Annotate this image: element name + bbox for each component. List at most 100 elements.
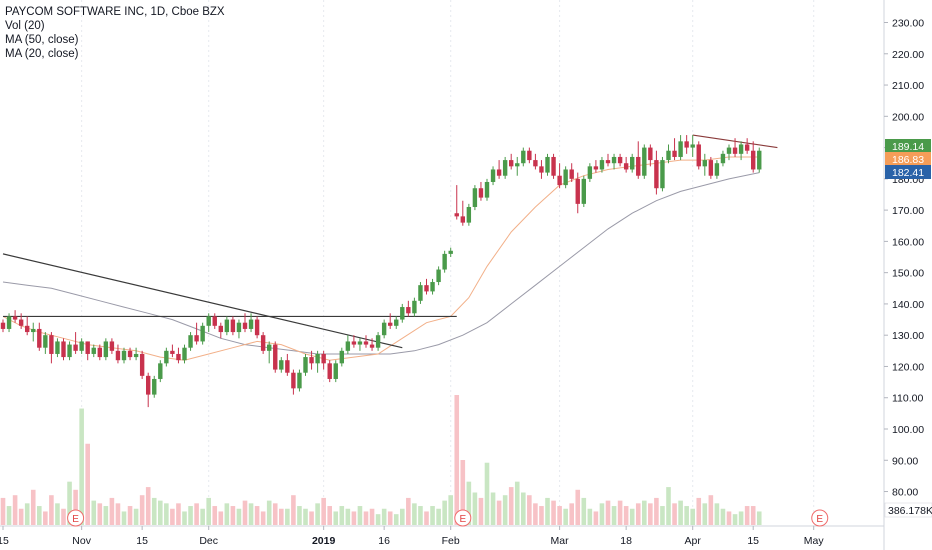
volume-bar bbox=[672, 503, 677, 525]
volume-bar bbox=[272, 503, 278, 525]
candle-body bbox=[97, 347, 102, 358]
candle-up bbox=[381, 319, 387, 339]
candle-up bbox=[436, 266, 441, 286]
volume-bar bbox=[61, 508, 66, 525]
volume-bar bbox=[533, 503, 538, 525]
volume-bar bbox=[744, 506, 750, 525]
candle-body bbox=[67, 344, 72, 358]
candle-up bbox=[164, 347, 169, 367]
volume-bar bbox=[629, 508, 635, 525]
volume-bar bbox=[400, 508, 405, 525]
volume-bar bbox=[635, 503, 641, 525]
candle-down bbox=[424, 278, 429, 295]
candle-body bbox=[37, 328, 42, 348]
price-axis[interactable]: 230.00220.00210.00200.00190.00180.00170.… bbox=[883, 0, 924, 550]
candle-body bbox=[672, 150, 677, 157]
time-tick-label: 15 bbox=[747, 535, 759, 547]
candle-body bbox=[460, 216, 465, 223]
candle-down bbox=[406, 300, 411, 317]
volume-bar bbox=[182, 511, 187, 525]
candle-down bbox=[327, 360, 332, 383]
candle-up bbox=[67, 341, 72, 361]
volume-bar bbox=[103, 506, 109, 525]
candle-down bbox=[593, 160, 599, 173]
candle-up bbox=[345, 335, 351, 354]
candle-body bbox=[260, 335, 266, 351]
volume-bar bbox=[49, 495, 54, 525]
volume-bar bbox=[285, 508, 290, 525]
candle-body bbox=[248, 319, 254, 329]
candle-up bbox=[121, 347, 127, 364]
volume-bar bbox=[97, 503, 103, 525]
grid bbox=[81, 0, 815, 526]
price-tick-label: 230.00 bbox=[892, 18, 924, 30]
candle-up bbox=[91, 344, 96, 358]
candle-up bbox=[599, 156, 605, 173]
earnings-marker[interactable]: E bbox=[67, 509, 85, 527]
price-tick-label: 220.00 bbox=[892, 49, 924, 61]
volume-bar bbox=[642, 500, 647, 525]
candle-body bbox=[533, 160, 538, 167]
candle-body bbox=[188, 335, 193, 348]
candle-up bbox=[714, 160, 720, 179]
volume-bars bbox=[0, 395, 762, 525]
candle-up bbox=[152, 375, 157, 398]
earnings-label: E bbox=[72, 514, 79, 525]
volume-bar bbox=[684, 506, 689, 525]
ma20-price-label-bg bbox=[885, 152, 931, 166]
candle-down bbox=[672, 138, 677, 161]
candle-body bbox=[751, 150, 756, 170]
time-axis[interactable]: 15 Nov 15 Dec 2019 16 Feb Mar 18 Apr 15 May E E E bbox=[0, 509, 884, 547]
earnings-marker[interactable]: E bbox=[811, 509, 829, 527]
candle-up bbox=[690, 135, 695, 157]
candle-body bbox=[206, 316, 211, 326]
candle-down bbox=[732, 138, 738, 157]
volume-bar bbox=[557, 506, 562, 525]
candle-up bbox=[472, 185, 478, 211]
candle-down bbox=[527, 147, 532, 164]
candle-body bbox=[285, 360, 290, 373]
candle-body bbox=[109, 341, 115, 351]
earnings-label: E bbox=[816, 514, 823, 525]
candle-up bbox=[418, 282, 423, 304]
volume-bar bbox=[648, 503, 653, 525]
earnings-label: E bbox=[459, 514, 466, 525]
candle-body bbox=[617, 156, 623, 164]
volume-bar bbox=[696, 497, 702, 525]
candle-body bbox=[339, 350, 344, 364]
candle-body bbox=[424, 285, 429, 292]
volume-bar bbox=[521, 492, 526, 525]
volume-bar bbox=[539, 506, 544, 525]
volume-bar bbox=[345, 508, 351, 525]
volume-bar bbox=[508, 487, 514, 525]
candle-up bbox=[55, 338, 60, 358]
candle-up bbox=[297, 369, 302, 392]
candle-up bbox=[642, 144, 647, 179]
candle-body bbox=[236, 322, 242, 333]
earnings-marker[interactable]: E bbox=[454, 509, 472, 527]
time-tick-label: May bbox=[804, 535, 825, 547]
volume-bar bbox=[309, 511, 314, 525]
candle-down bbox=[575, 172, 580, 214]
volume-bar bbox=[581, 497, 587, 525]
volume-bar bbox=[702, 503, 708, 525]
volume-bar bbox=[527, 495, 532, 525]
volume-bar bbox=[726, 511, 732, 525]
candle-body bbox=[466, 206, 472, 223]
candle-down bbox=[49, 332, 54, 364]
moving-averages bbox=[2, 156, 760, 361]
volume-bar bbox=[43, 511, 48, 525]
candle-up bbox=[357, 338, 363, 351]
volume-bar bbox=[139, 495, 145, 525]
candle-down bbox=[212, 313, 217, 329]
candle-body bbox=[73, 344, 78, 351]
candle-down bbox=[744, 138, 750, 154]
candle-body bbox=[25, 325, 30, 333]
candle-body bbox=[623, 163, 629, 170]
volume-bar bbox=[188, 506, 193, 525]
volume-bar bbox=[418, 506, 423, 525]
candle-up bbox=[412, 297, 417, 317]
candle-body bbox=[394, 319, 399, 326]
